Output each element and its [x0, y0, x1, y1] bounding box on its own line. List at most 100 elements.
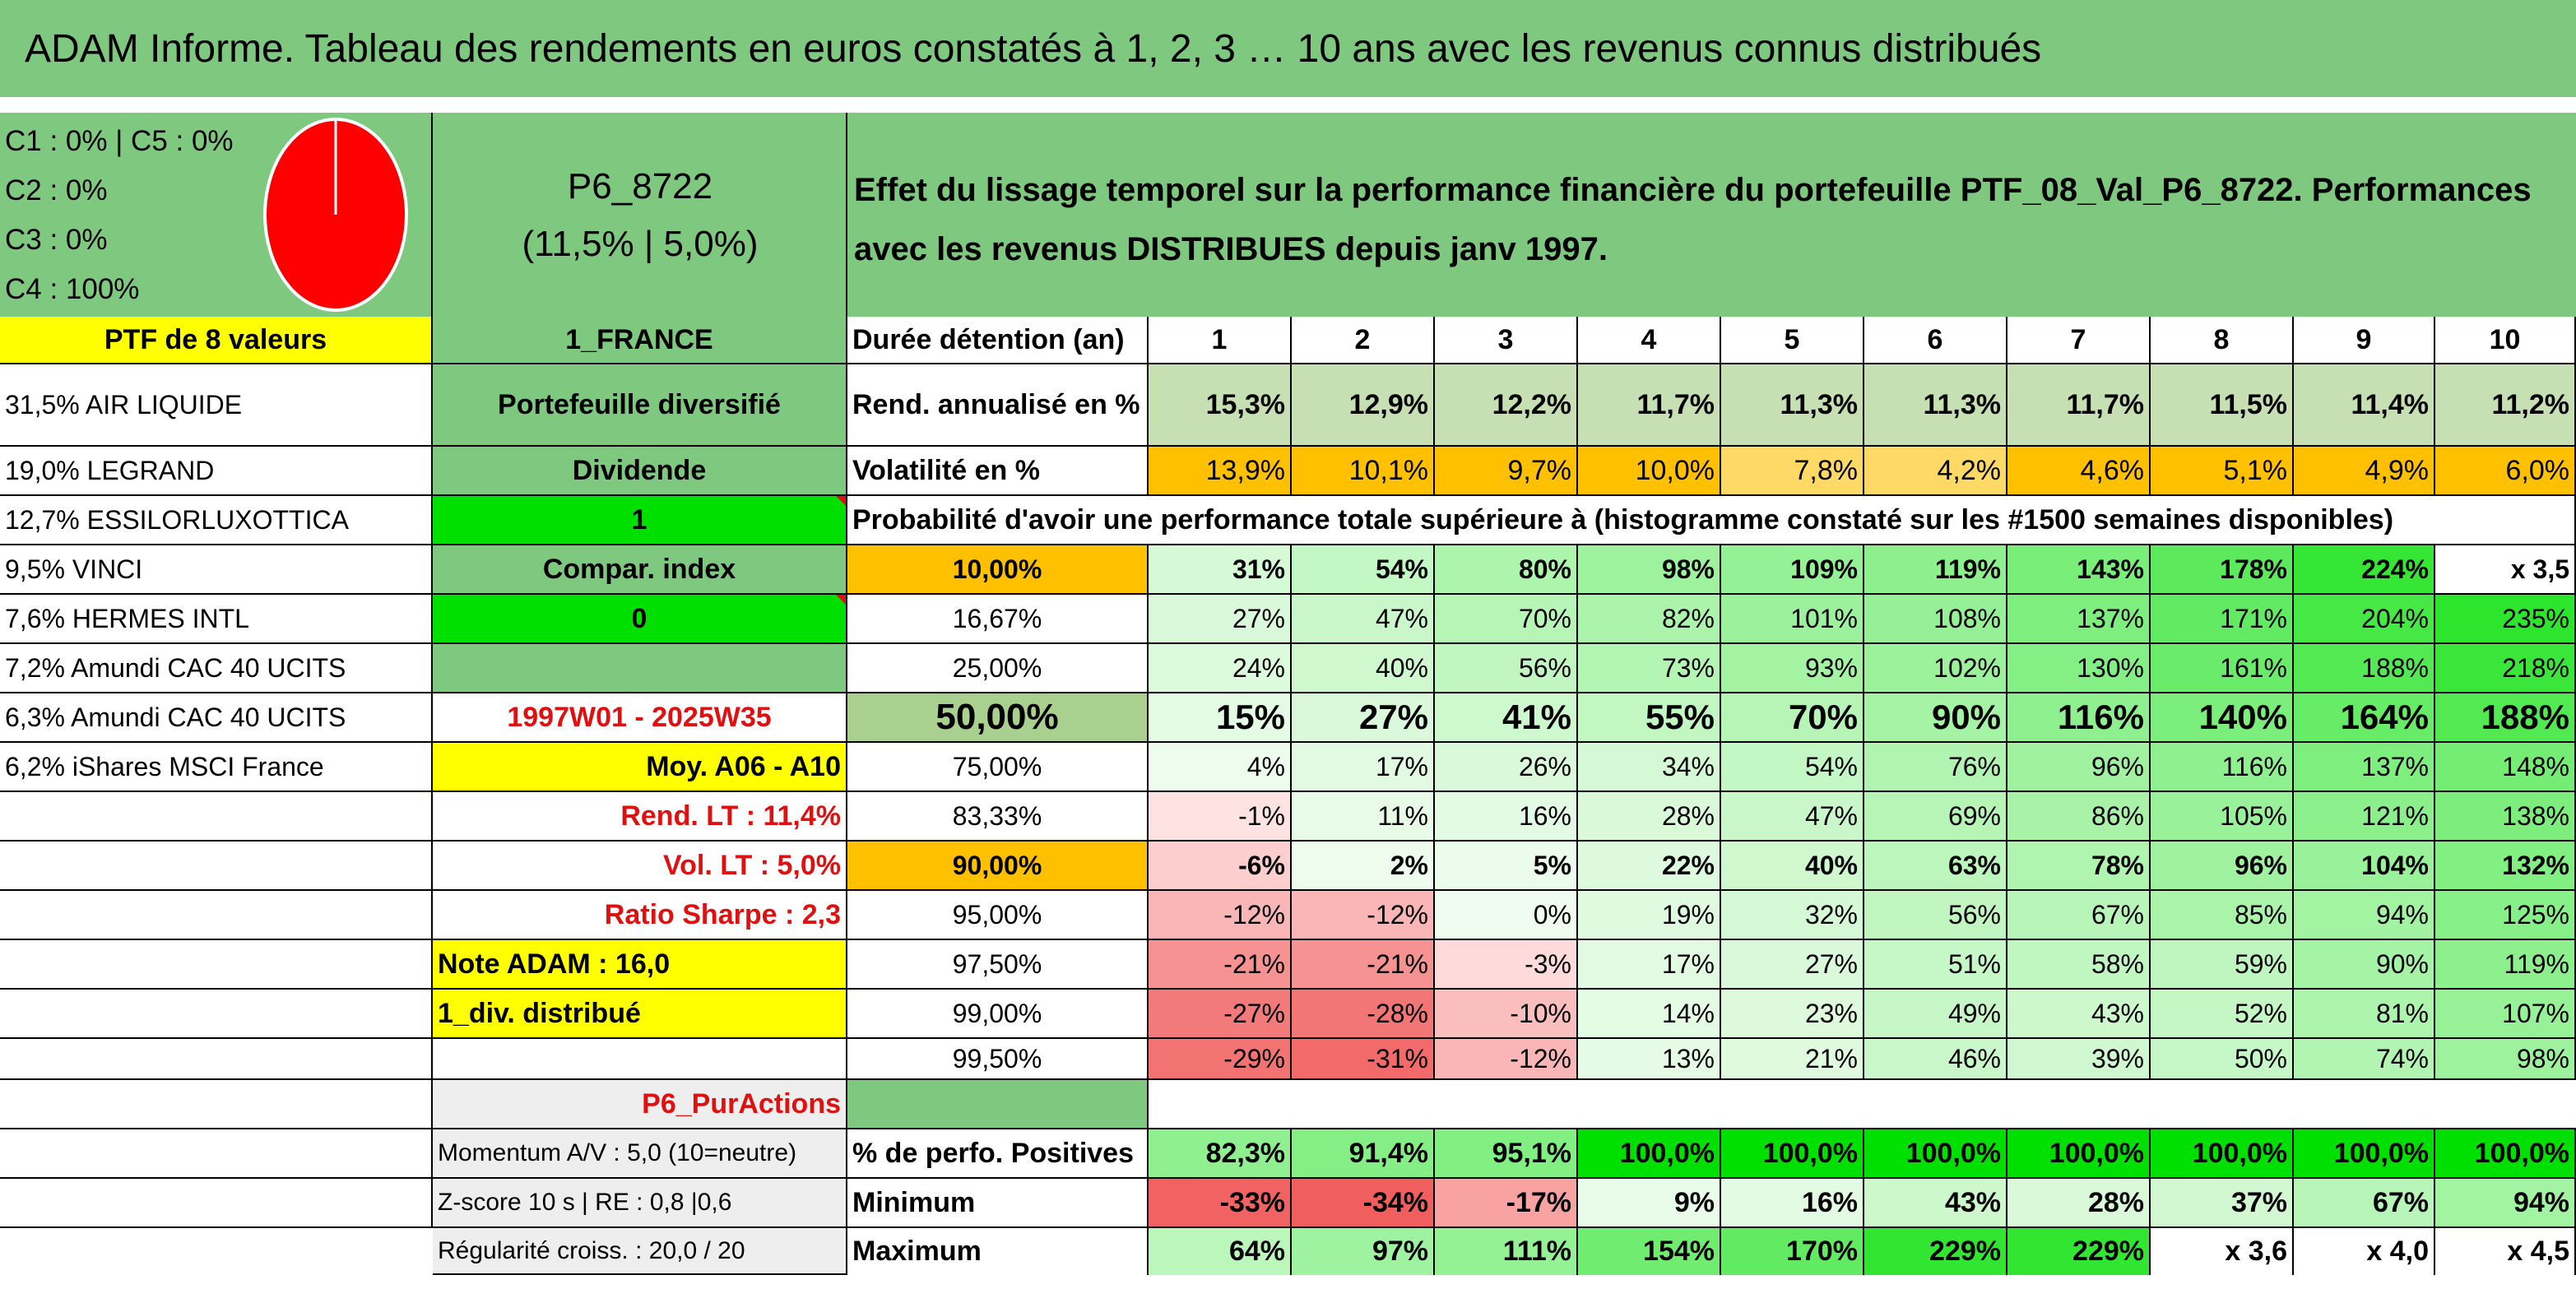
prob-value: 43%: [2007, 990, 2151, 1039]
prob-value: 26%: [1435, 743, 1578, 792]
year-header: 2: [1292, 317, 1435, 364]
prob-value: x 3,5: [2435, 545, 2576, 595]
vol-value: 13,9%: [1149, 447, 1292, 496]
holding-item: 31,5% AIR LIQUIDE: [0, 364, 433, 447]
prob-value: 140%: [2151, 693, 2294, 743]
prob-value: -21%: [1292, 940, 1435, 990]
rend-value: 11,4%: [2294, 364, 2435, 447]
prob-value: 19%: [1578, 891, 1721, 940]
max-value: x 3,6: [2151, 1228, 2294, 1275]
pos-value: 100,0%: [2151, 1129, 2294, 1179]
prob-value: 73%: [1578, 644, 1721, 693]
min-value: 67%: [2294, 1179, 2435, 1228]
prob-value: 0%: [1435, 891, 1578, 940]
year-header: 4: [1578, 317, 1721, 364]
empty-cell: [433, 1039, 847, 1080]
prob-value: -3%: [1435, 940, 1578, 990]
dividend-label: Dividende: [433, 447, 847, 496]
prob-value: 14%: [1578, 990, 1721, 1039]
prob-value: 40%: [1292, 644, 1435, 693]
prob-value: 56%: [1864, 891, 2007, 940]
prob-value: 69%: [1864, 792, 2007, 842]
max-value: x 4,0: [2294, 1228, 2435, 1275]
empty-cell: [0, 1129, 433, 1179]
prob-value: 96%: [2151, 842, 2294, 891]
max-value: 229%: [2007, 1228, 2151, 1275]
prob-title: Probabilité d'avoir une performance tota…: [847, 496, 2435, 545]
prob-value: 82%: [1578, 595, 1721, 644]
prob-threshold: 50,00%: [847, 693, 1149, 743]
min-value: 37%: [2151, 1179, 2294, 1228]
prob-value: 52%: [2151, 990, 2294, 1039]
prob-value: 148%: [2435, 743, 2576, 792]
vol-value: 4,6%: [2007, 447, 2151, 496]
rend-value: 11,3%: [1864, 364, 2007, 447]
prob-value: 58%: [2007, 940, 2151, 990]
dividend-value: 1: [433, 496, 847, 545]
prob-value: 161%: [2151, 644, 2294, 693]
empty-cell: [0, 940, 433, 990]
pie-legend-c3: C3 : 0%: [5, 224, 108, 256]
prob-value: 28%: [1578, 792, 1721, 842]
prob-value: 204%: [2294, 595, 2435, 644]
prob-value: 4%: [1149, 743, 1292, 792]
empty-cell: [0, 1039, 433, 1080]
max-value: 64%: [1149, 1228, 1292, 1275]
prob-value: -12%: [1149, 891, 1292, 940]
pos-value: 100,0%: [2294, 1129, 2435, 1179]
prob-threshold: 16,67%: [847, 595, 1149, 644]
min-value: -17%: [1435, 1179, 1578, 1228]
prob-value: 188%: [2435, 693, 2576, 743]
prob-value: 132%: [2435, 842, 2576, 891]
year-header: 3: [1435, 317, 1578, 364]
moy-label: Moy. A06 - A10: [433, 743, 847, 792]
ptf-label: PTF de 8 valeurs: [0, 317, 433, 364]
portfolio-type: Portefeuille diversifié: [433, 364, 847, 447]
vol-value: 10,1%: [1292, 447, 1435, 496]
prob-value: 218%: [2435, 644, 2576, 693]
min-label: Minimum: [847, 1179, 1149, 1228]
prob-value: 119%: [1864, 545, 2007, 595]
vol-value: 7,8%: [1721, 447, 1864, 496]
pie-legend-c2: C2 : 0%: [5, 174, 108, 206]
year-header: 5: [1721, 317, 1864, 364]
code-block: P6_8722 (11,5% | 5,0%): [433, 113, 847, 317]
empty-cell: [0, 792, 433, 842]
rend-value: 12,9%: [1292, 364, 1435, 447]
prob-value: 31%: [1149, 545, 1292, 595]
rend-value: 11,2%: [2435, 364, 2576, 447]
prob-value: 121%: [2294, 792, 2435, 842]
prob-value: -12%: [1292, 891, 1435, 940]
duration-label: Durée détention (an): [847, 317, 1149, 364]
holding-item: 19,0% LEGRAND: [0, 447, 433, 496]
prob-value: 93%: [1721, 644, 1864, 693]
empty-cell: [0, 1080, 433, 1129]
pur-actions: P6_PurActions: [433, 1080, 847, 1129]
prob-threshold: 75,00%: [847, 743, 1149, 792]
pos-value: 82,3%: [1149, 1129, 1292, 1179]
prob-value: 235%: [2435, 595, 2576, 644]
prob-value: -6%: [1149, 842, 1292, 891]
prob-value: 39%: [2007, 1039, 2151, 1080]
max-value: 229%: [1864, 1228, 2007, 1275]
prob-value: 116%: [2151, 743, 2294, 792]
prob-threshold: 97,50%: [847, 940, 1149, 990]
prob-value: 50%: [2151, 1039, 2294, 1080]
prob-threshold: 99,50%: [847, 1039, 1149, 1080]
prob-value: 16%: [1435, 792, 1578, 842]
prob-value: 54%: [1292, 545, 1435, 595]
prob-value: 15%: [1149, 693, 1292, 743]
prob-value: 13%: [1578, 1039, 1721, 1080]
prob-value: 108%: [1864, 595, 2007, 644]
holding-item: 6,3% Amundi CAC 40 UCITS: [0, 693, 433, 743]
div-distribue: 1_div. distribué: [433, 990, 847, 1039]
prob-value: 101%: [1721, 595, 1864, 644]
prob-value: 90%: [2294, 940, 2435, 990]
portfolio-code: P6_8722: [567, 166, 713, 206]
prob-value: 34%: [1578, 743, 1721, 792]
year-header: 7: [2007, 317, 2151, 364]
min-value: 28%: [2007, 1179, 2151, 1228]
vol-value: 6,0%: [2435, 447, 2576, 496]
description-block: Effet du lissage temporel sur la perform…: [847, 113, 2576, 317]
prob-value: 22%: [1578, 842, 1721, 891]
